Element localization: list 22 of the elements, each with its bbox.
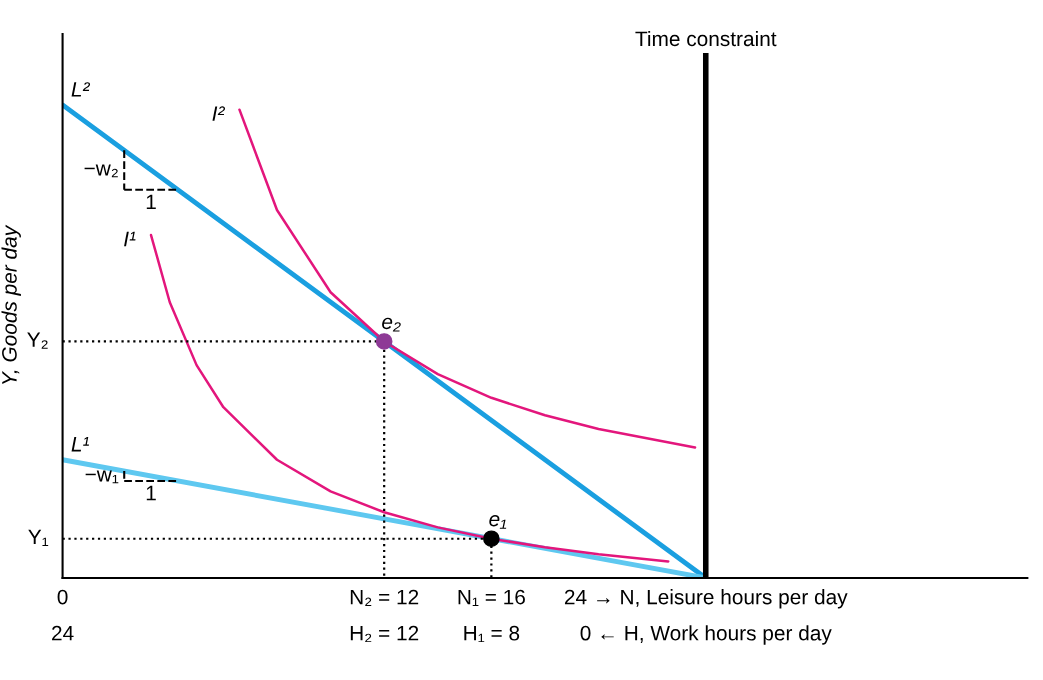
series-label: I¹ bbox=[124, 231, 136, 247]
annotation: 1 bbox=[146, 194, 156, 209]
series-label: I² bbox=[212, 106, 226, 121]
text: 24 bbox=[52, 625, 74, 641]
text: H₂ = 12 bbox=[350, 625, 419, 643]
x-tick-label: N₁ = 16 bbox=[458, 589, 525, 606]
x-tick-label: N₂ = 12 bbox=[350, 589, 419, 606]
series-label: L² bbox=[71, 82, 91, 97]
y-axis-title: Y, Goods per day bbox=[1, 224, 21, 384]
annotation: Y₂ bbox=[27, 332, 48, 349]
ref-line-label: Time constraint bbox=[635, 30, 777, 47]
text: 0 ← H, Work hours per day bbox=[580, 625, 832, 645]
series-label: e₂ bbox=[382, 317, 401, 332]
annotation: Y₁ bbox=[28, 529, 49, 546]
annotation: 1 bbox=[146, 485, 156, 501]
text: H₁ = 8 bbox=[464, 625, 520, 643]
x-tick-label: 24 → N, Leisure hours per day bbox=[564, 589, 848, 609]
x-tick-label: 0 bbox=[57, 589, 68, 605]
series-label: e₁ bbox=[489, 515, 507, 529]
series-label: L¹ bbox=[71, 437, 89, 452]
annotation: −w₂ bbox=[84, 164, 118, 178]
annotation: −w₁ bbox=[85, 470, 119, 484]
